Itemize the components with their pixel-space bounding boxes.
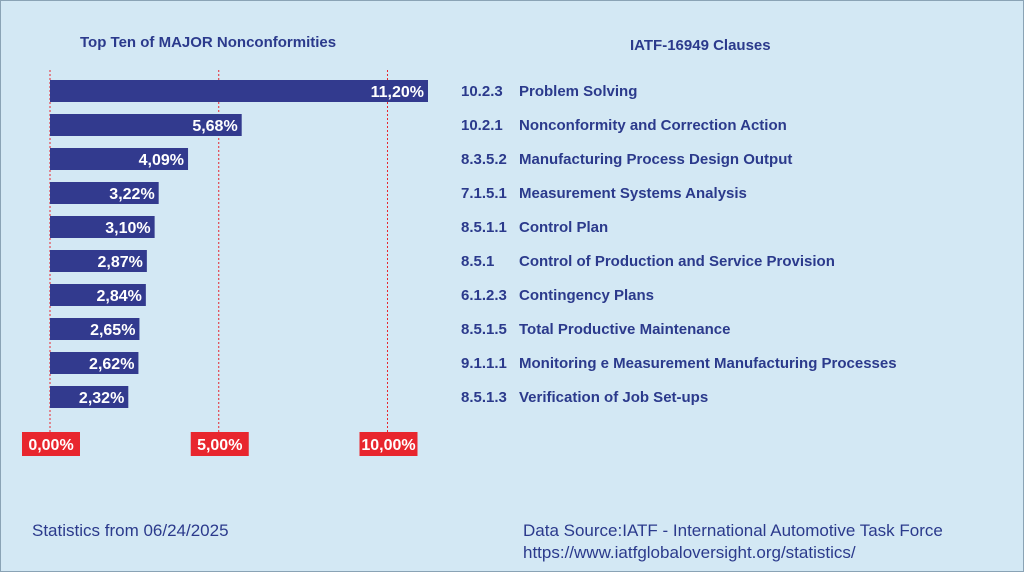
bar-value-label: 2,62% — [89, 356, 134, 373]
bar-value-label: 11,20% — [371, 84, 424, 101]
clause-row: 8.3.5.2 Manufacturing Process Design Outp… — [461, 149, 792, 169]
clause-row: 6.1.2.3 Contingency Plans — [461, 285, 654, 305]
clause-code: 8.3.5.2 — [461, 150, 507, 168]
clause-code: 9.1.1.1 — [461, 354, 507, 372]
x-tick-label-box — [359, 432, 418, 456]
bar-value-label: 2,87% — [97, 254, 142, 271]
bar-8.5.1.3 — [50, 386, 129, 408]
bar-value-label: 4,09% — [139, 152, 184, 169]
clause-name: Total Productive Maintenance — [519, 320, 731, 338]
clause-code: 8.5.1.5 — [461, 320, 507, 338]
clause-row: 8.5.1.3 Verification of Job Set-ups — [461, 387, 708, 407]
clause-code: 7.1.5.1 — [461, 184, 507, 202]
bar-value-label: 3,10% — [105, 220, 150, 237]
x-tick-label: 10,00% — [361, 437, 415, 454]
data-source: Data Source:IATF - International Automot… — [523, 521, 943, 540]
bar-10.2.1 — [50, 114, 242, 136]
clause-name: Control Plan — [519, 218, 609, 236]
data-source-url: https://www.iatfglobaloversight.org/stat… — [523, 543, 856, 562]
clause-row: 10.2.3 Problem Solving — [461, 81, 637, 101]
clause-code: 10.2.1 — [461, 116, 503, 134]
bar-value-label: 2,84% — [96, 288, 141, 305]
clause-name: Control of Production and Service Provis… — [519, 252, 835, 270]
clause-name: Nonconformity and Correction Action — [519, 116, 787, 134]
x-tick-label: 5,00% — [197, 437, 242, 454]
chart-title: Top Ten of MAJOR Nonconformities — [80, 34, 337, 51]
bar-value-label: 2,32% — [79, 390, 124, 407]
bar-value-label: 3,22% — [109, 186, 154, 203]
clause-code: 8.5.1.1 — [461, 218, 507, 236]
bar-10.2.3 — [50, 80, 428, 102]
clauses-title: IATF-16949 Clauses — [630, 37, 771, 54]
x-tick-label-box — [22, 432, 80, 456]
bar-8.5.1.5 — [50, 318, 140, 340]
bar-6.1.2.3 — [50, 284, 146, 306]
clause-code: 6.1.2.3 — [461, 286, 507, 304]
bar-9.1.1.1 — [50, 352, 139, 374]
x-tick-label-box — [190, 432, 249, 456]
bar-8.5.1.1 — [50, 216, 155, 238]
clause-code: 10.2.3 — [461, 82, 503, 100]
bar-8.5.1 — [50, 250, 147, 272]
clause-name: Measurement Systems Analysis — [519, 184, 747, 202]
clause-row: 8.5.1 Control of Production and Service P… — [461, 251, 835, 271]
clause-row: 8.5.1.5 Total Productive Maintenance — [461, 319, 730, 339]
clause-row: 8.5.1.1 Control Plan — [461, 217, 608, 237]
bar-8.3.5.2 — [50, 148, 189, 170]
clause-name: Contingency Plans — [519, 286, 655, 304]
stats-date: Statistics from 06/24/2025 — [32, 521, 229, 540]
x-tick-label: 0,00% — [28, 437, 73, 454]
clause-name: Monitoring e Measurement Manufacturing P… — [519, 354, 897, 372]
clause-code: 8.5.1 — [461, 252, 495, 270]
clause-name: Verification of Job Set-ups — [519, 388, 709, 406]
clause-name: Manufacturing Process Design Output — [519, 150, 793, 168]
clause-row: 7.1.5.1 Measurement Systems Analysis — [461, 183, 747, 203]
clause-row: 10.2.1 Nonconformity and Correction Actio… — [461, 115, 787, 135]
clause-row: 9.1.1.1 Monitoring e Measurement Manufact… — [461, 353, 897, 373]
bar-value-label: 5,68% — [192, 118, 237, 135]
bar-7.1.5.1 — [50, 182, 159, 204]
clause-code: 8.5.1.3 — [461, 388, 507, 406]
bar-value-label: 2,65% — [90, 322, 135, 339]
clause-name: Problem Solving — [519, 82, 638, 100]
